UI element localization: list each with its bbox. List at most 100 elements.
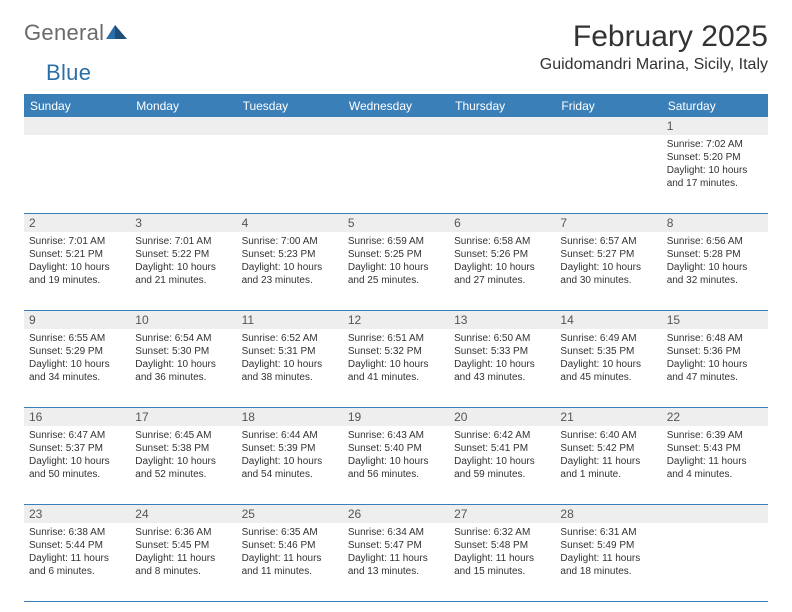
- daynum-cell: 12: [343, 311, 449, 329]
- day-cell: [130, 135, 236, 213]
- daynum-cell: 13: [449, 311, 555, 329]
- sunset-text: Sunset: 5:39 PM: [242, 442, 338, 455]
- daylight-text: and 56 minutes.: [348, 468, 444, 481]
- sunset-text: Sunset: 5:27 PM: [560, 248, 656, 261]
- daylight-text: Daylight: 10 hours: [667, 358, 763, 371]
- daylight-text: Daylight: 10 hours: [348, 455, 444, 468]
- daylight-text: and 11 minutes.: [242, 565, 338, 578]
- daylight-text: and 52 minutes.: [135, 468, 231, 481]
- sunset-text: Sunset: 5:23 PM: [242, 248, 338, 261]
- daynum-cell: [662, 505, 768, 523]
- daylight-text: and 23 minutes.: [242, 274, 338, 287]
- sunset-text: Sunset: 5:29 PM: [29, 345, 125, 358]
- daynum-cell: 9: [24, 311, 130, 329]
- daylight-text: Daylight: 11 hours: [29, 552, 125, 565]
- daylight-text: Daylight: 10 hours: [348, 358, 444, 371]
- daylight-text: and 8 minutes.: [135, 565, 231, 578]
- daynum-cell: 21: [555, 408, 661, 426]
- day-cell: Sunrise: 6:39 AMSunset: 5:43 PMDaylight:…: [662, 426, 768, 504]
- daynum-row: 2345678: [24, 214, 768, 232]
- day-cell: Sunrise: 6:38 AMSunset: 5:44 PMDaylight:…: [24, 523, 130, 601]
- day-cell: Sunrise: 6:52 AMSunset: 5:31 PMDaylight:…: [237, 329, 343, 407]
- sunrise-text: Sunrise: 6:31 AM: [560, 526, 656, 539]
- day-header-mon: Monday: [130, 95, 236, 117]
- daylight-text: Daylight: 11 hours: [135, 552, 231, 565]
- day-cell: Sunrise: 6:40 AMSunset: 5:42 PMDaylight:…: [555, 426, 661, 504]
- daylight-text: Daylight: 10 hours: [667, 164, 763, 177]
- day-cell: Sunrise: 6:58 AMSunset: 5:26 PMDaylight:…: [449, 232, 555, 310]
- sunset-text: Sunset: 5:43 PM: [667, 442, 763, 455]
- daylight-text: and 41 minutes.: [348, 371, 444, 384]
- day-cell: Sunrise: 6:55 AMSunset: 5:29 PMDaylight:…: [24, 329, 130, 407]
- sunset-text: Sunset: 5:38 PM: [135, 442, 231, 455]
- sunrise-text: Sunrise: 6:39 AM: [667, 429, 763, 442]
- logo: General: [24, 20, 129, 46]
- daylight-text: and 50 minutes.: [29, 468, 125, 481]
- day-header-wed: Wednesday: [343, 95, 449, 117]
- daylight-text: Daylight: 11 hours: [348, 552, 444, 565]
- day-cell: [24, 135, 130, 213]
- daynum-cell: 25: [237, 505, 343, 523]
- daynum-cell: 18: [237, 408, 343, 426]
- sunset-text: Sunset: 5:44 PM: [29, 539, 125, 552]
- day-cell: Sunrise: 6:56 AMSunset: 5:28 PMDaylight:…: [662, 232, 768, 310]
- daylight-text: and 4 minutes.: [667, 468, 763, 481]
- daylight-text: Daylight: 11 hours: [242, 552, 338, 565]
- logo-icon: [106, 20, 128, 46]
- daylight-text: and 19 minutes.: [29, 274, 125, 287]
- logo-text-blue: Blue: [46, 60, 91, 86]
- daynum-row: 232425262728: [24, 505, 768, 523]
- week-row: Sunrise: 6:47 AMSunset: 5:37 PMDaylight:…: [24, 426, 768, 505]
- daynum-cell: 20: [449, 408, 555, 426]
- daynum-cell: [343, 117, 449, 135]
- sunrise-text: Sunrise: 6:49 AM: [560, 332, 656, 345]
- daylight-text: Daylight: 10 hours: [667, 261, 763, 274]
- daynum-cell: 23: [24, 505, 130, 523]
- daynum-cell: [449, 117, 555, 135]
- week-row: Sunrise: 7:01 AMSunset: 5:21 PMDaylight:…: [24, 232, 768, 311]
- daylight-text: and 21 minutes.: [135, 274, 231, 287]
- day-cell: Sunrise: 7:01 AMSunset: 5:22 PMDaylight:…: [130, 232, 236, 310]
- daylight-text: and 59 minutes.: [454, 468, 550, 481]
- sunset-text: Sunset: 5:36 PM: [667, 345, 763, 358]
- day-cell: [555, 135, 661, 213]
- daylight-text: and 38 minutes.: [242, 371, 338, 384]
- day-cell: [237, 135, 343, 213]
- daynum-row: 16171819202122: [24, 408, 768, 426]
- day-cell: Sunrise: 6:47 AMSunset: 5:37 PMDaylight:…: [24, 426, 130, 504]
- sunset-text: Sunset: 5:49 PM: [560, 539, 656, 552]
- sunrise-text: Sunrise: 6:59 AM: [348, 235, 444, 248]
- daynum-cell: 10: [130, 311, 236, 329]
- sunrise-text: Sunrise: 6:55 AM: [29, 332, 125, 345]
- daynum-cell: [130, 117, 236, 135]
- sunset-text: Sunset: 5:33 PM: [454, 345, 550, 358]
- daynum-cell: 2: [24, 214, 130, 232]
- daylight-text: and 17 minutes.: [667, 177, 763, 190]
- daylight-text: Daylight: 10 hours: [454, 261, 550, 274]
- daynum-cell: 11: [237, 311, 343, 329]
- daynum-cell: 24: [130, 505, 236, 523]
- daynum-cell: 7: [555, 214, 661, 232]
- sunset-text: Sunset: 5:31 PM: [242, 345, 338, 358]
- daylight-text: Daylight: 10 hours: [242, 261, 338, 274]
- daylight-text: and 6 minutes.: [29, 565, 125, 578]
- sunset-text: Sunset: 5:20 PM: [667, 151, 763, 164]
- sunset-text: Sunset: 5:48 PM: [454, 539, 550, 552]
- daynum-cell: 27: [449, 505, 555, 523]
- sunrise-text: Sunrise: 7:02 AM: [667, 138, 763, 151]
- sunset-text: Sunset: 5:42 PM: [560, 442, 656, 455]
- sunset-text: Sunset: 5:26 PM: [454, 248, 550, 261]
- daylight-text: Daylight: 10 hours: [135, 261, 231, 274]
- sunrise-text: Sunrise: 7:01 AM: [29, 235, 125, 248]
- day-cell: Sunrise: 6:35 AMSunset: 5:46 PMDaylight:…: [237, 523, 343, 601]
- sunset-text: Sunset: 5:32 PM: [348, 345, 444, 358]
- day-header-fri: Friday: [555, 95, 661, 117]
- sunrise-text: Sunrise: 7:00 AM: [242, 235, 338, 248]
- day-cell: Sunrise: 6:50 AMSunset: 5:33 PMDaylight:…: [449, 329, 555, 407]
- day-header-sat: Saturday: [662, 95, 768, 117]
- daynum-cell: 4: [237, 214, 343, 232]
- daylight-text: and 54 minutes.: [242, 468, 338, 481]
- day-cell: Sunrise: 6:42 AMSunset: 5:41 PMDaylight:…: [449, 426, 555, 504]
- daynum-cell: 28: [555, 505, 661, 523]
- page-title: February 2025: [540, 20, 768, 54]
